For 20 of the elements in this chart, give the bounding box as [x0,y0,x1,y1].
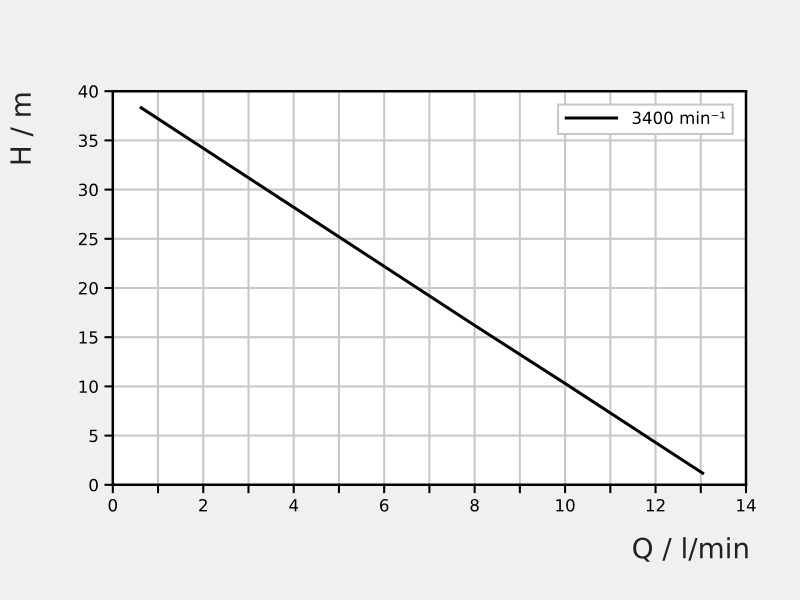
x-tick-label: 12 [646,498,664,512]
y-tick-label: 35 [78,134,98,147]
y-tick-label: 10 [80,380,98,393]
x-axis-title: Q / l/min [633,537,748,562]
x-tick-label: 6 [380,498,388,512]
legend-label: 3400 min⁻¹ [632,111,726,124]
y-tick-label: 25 [78,232,98,246]
y-tick-label: 5 [90,430,98,442]
x-tick-label: 14 [737,499,756,512]
x-tick-label: 4 [289,499,298,512]
x-tick-label: 2 [199,498,207,512]
y-tick-label: 30 [78,184,98,196]
y-tick-label: 40 [78,85,98,98]
x-tick-label: 10 [556,498,575,512]
y-tick-label: 0 [89,478,98,492]
x-tick-label: 0 [108,498,117,512]
y-tick-label: 20 [78,282,98,295]
y-tick-label: 15 [80,331,98,344]
x-tick-label: 8 [470,498,479,512]
y-axis-title: H / m [10,94,34,164]
